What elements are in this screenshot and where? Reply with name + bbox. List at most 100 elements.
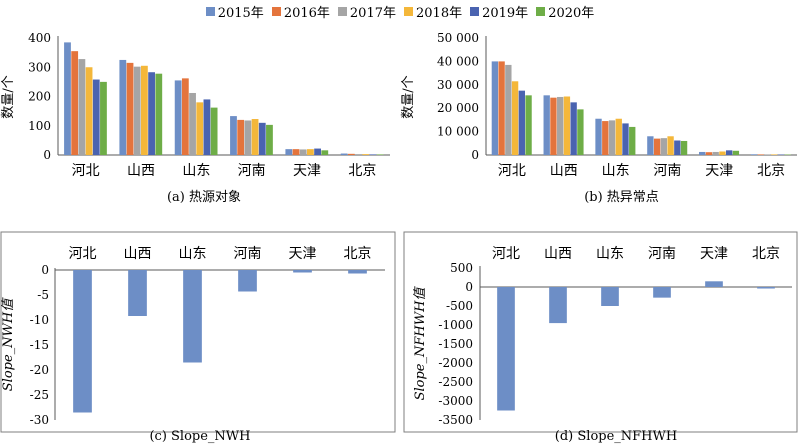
legend-item: 2015年: [205, 2, 264, 21]
x-tick-label: 天津: [700, 246, 728, 262]
legend-label: 2017年: [349, 5, 396, 21]
bar: [292, 149, 300, 155]
bar: [674, 140, 681, 155]
bar: [505, 64, 512, 155]
bar: [705, 152, 713, 155]
x-tick-label: 山东: [596, 246, 624, 262]
legend-swatch: [271, 6, 281, 16]
bar: [133, 66, 141, 155]
y-tick-label: -10: [30, 313, 49, 327]
y-tick-label: -3500: [438, 413, 473, 427]
bar: [498, 61, 505, 155]
bar: [653, 138, 661, 155]
bar: [155, 73, 163, 155]
chart-c-frame: [0, 231, 396, 433]
bar: [647, 136, 654, 155]
legend-item: 2020年: [536, 2, 594, 21]
legend-item: 2018年: [404, 2, 462, 21]
y-tick-label: -2000: [438, 356, 473, 370]
bar: [340, 153, 348, 155]
bar: [174, 80, 182, 155]
bar: [577, 109, 584, 155]
y-tick-label: -2500: [438, 375, 473, 389]
bar: [348, 270, 367, 274]
bar: [64, 42, 71, 156]
legend-swatch: [337, 6, 347, 16]
bar: [518, 90, 525, 155]
y-tick-label: -1000: [438, 318, 473, 332]
x-tick-label: 河南: [234, 246, 262, 262]
y-tick-label: 40 000: [437, 54, 479, 68]
legend-swatch: [404, 6, 413, 16]
chart-a: 0 100 200 300 400 数量/个河北 山西 山东 河南 天津 北京 (a) 热源对象: [1, 31, 390, 205]
bar: [148, 72, 155, 155]
y-tick-label: -20: [30, 363, 49, 377]
chart-d: 500 0 -500 -1000 -1500 -2000 -2500 -3000 -3500 Sl…: [413, 246, 792, 444]
legend-label: 2016年: [283, 5, 330, 21]
bar: [92, 79, 100, 155]
x-tick-label: 天津: [293, 163, 321, 179]
x-tick-label: 天津: [289, 246, 317, 262]
bar: [550, 97, 557, 155]
bar: [119, 59, 127, 155]
bar: [660, 138, 668, 155]
y-tick-label: -3000: [438, 394, 473, 408]
bar: [563, 96, 571, 155]
legend-swatch: [470, 6, 480, 16]
legend-label: 2015年: [217, 5, 264, 21]
bar: [549, 287, 567, 324]
legend-item: 2019年: [470, 2, 528, 21]
bar: [732, 150, 740, 155]
bar: [85, 67, 93, 155]
x-tick-label: 山西: [127, 163, 155, 179]
x-tick-label: 山西: [544, 246, 572, 262]
x-tick-label: 河南: [648, 246, 676, 262]
y-tick-label: 0: [43, 148, 51, 162]
bar: [73, 270, 92, 413]
y-tick-label: -15: [30, 338, 49, 352]
chart-b: 0 10 000 20 000 30 000 40 000 50 000 数量/个河北 山西 山…: [401, 31, 797, 205]
bar: [285, 149, 293, 155]
y-axis-label: Slope_NFHWH值: [413, 286, 428, 401]
bar: [376, 154, 384, 155]
x-tick-label: 北京: [757, 163, 785, 179]
bar: [771, 154, 778, 155]
bar: [126, 62, 134, 155]
bar: [314, 148, 321, 155]
bar: [705, 281, 723, 287]
bar: [667, 136, 674, 155]
legend-swatch: [536, 6, 546, 16]
x-tick-label: 河北: [498, 163, 526, 179]
bar: [719, 151, 726, 155]
y-tick-label: 400: [28, 31, 51, 45]
legend-label: 2019年: [482, 5, 529, 21]
bar: [601, 287, 619, 306]
bar: [699, 151, 706, 155]
y-tick-label: 30 000: [437, 78, 479, 92]
bar: [750, 154, 758, 155]
bar: [181, 78, 189, 155]
y-axis-label: Slope_NWH值: [1, 297, 16, 391]
bar: [141, 65, 148, 155]
y-tick-label: 0: [41, 263, 49, 277]
bar: [307, 149, 314, 155]
bar: [321, 150, 329, 155]
bar: [71, 51, 79, 155]
bar: [757, 154, 764, 155]
bar: [251, 119, 259, 155]
bar: [196, 102, 204, 155]
legend-label: 2020年: [548, 5, 595, 21]
x-tick-label: 河北: [69, 246, 97, 262]
x-tick-label: 北京: [348, 163, 376, 179]
chart-caption: (a) 热源对象: [167, 190, 241, 205]
bar: [712, 151, 719, 155]
bar: [210, 107, 218, 155]
y-tick-label: 300: [28, 60, 51, 74]
y-tick-label: -1500: [438, 337, 473, 351]
y-tick-label: 10 000: [437, 125, 479, 139]
bar: [595, 118, 602, 155]
chart-c: 0 -5 -10 -15 -20 -25 -30 Slope_NWH值 河北 山西 山东 河南 天津 北京…: [1, 246, 385, 444]
bar: [525, 95, 532, 155]
y-tick-label: -500: [446, 299, 473, 313]
